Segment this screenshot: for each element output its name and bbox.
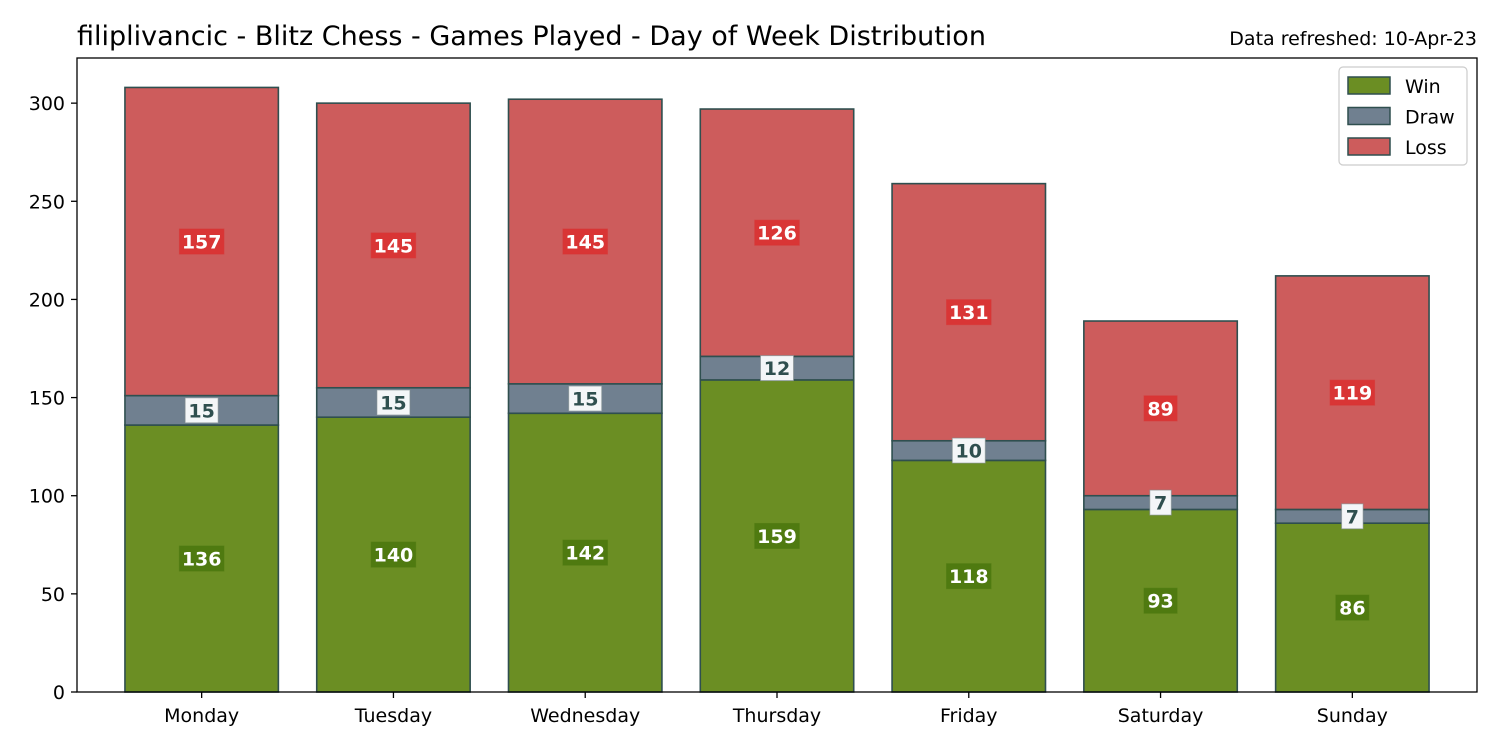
bar-label-win-saturday: 93	[1143, 587, 1178, 614]
bar-label-box	[1335, 594, 1370, 621]
y-tick-label: 150	[29, 388, 65, 410]
bar-label-box	[562, 228, 608, 255]
y-tick-label: 0	[53, 682, 65, 704]
y-tick-label: 200	[29, 289, 65, 311]
bar-label-draw-monday: 15	[184, 397, 219, 424]
bar-label-box	[754, 219, 800, 246]
bar-label-loss-thursday: 126	[754, 219, 800, 246]
bar-value-label: 126	[757, 223, 797, 245]
bar-label-loss-friday: 131	[946, 299, 992, 326]
legend-swatch	[1347, 137, 1391, 156]
y-tick-label: 300	[29, 93, 65, 115]
legend-swatch	[1347, 106, 1391, 126]
axes-layer: 0 50 100 150 200 250 300 Monday Tuesday Wednesday…	[29, 57, 1478, 727]
bar-label-loss-sunday: 119	[1329, 379, 1376, 406]
bar-label-box	[178, 545, 225, 572]
bar-label-box	[1143, 587, 1178, 614]
bar-label-box	[951, 437, 986, 464]
bar-value-label: 12	[764, 358, 790, 380]
bar-label-draw-wednesday: 15	[568, 385, 603, 412]
x-tick-label: Tuesday	[354, 705, 432, 727]
data-refreshed-text: Data refreshed: 10-Apr-23	[1229, 28, 1477, 50]
bar-label-draw-friday: 10	[951, 437, 986, 464]
bar-label-draw-thursday: 12	[760, 355, 794, 382]
bar-value-label: 131	[949, 302, 989, 324]
x-tick-label: Wednesday	[530, 705, 640, 727]
bar-label-win-monday: 136	[178, 545, 225, 572]
bar-value-label: 140	[374, 545, 414, 567]
bar-label-box	[1149, 489, 1172, 516]
x-tick-label: Saturday	[1118, 705, 1204, 727]
bar-label-win-tuesday: 140	[370, 541, 417, 568]
bar-labels-layer: 136 15 157 140 15 145 142 15 145 159 12 126 118 10 131…	[178, 219, 1376, 621]
x-tick-label: Monday	[164, 705, 239, 727]
bar-label-win-wednesday: 142	[562, 539, 608, 566]
bar-label-box	[760, 355, 794, 382]
bar-label-box	[754, 522, 800, 549]
bar-value-label: 142	[565, 543, 605, 565]
x-tick-label: Thursday	[732, 705, 821, 727]
bar-label-box	[946, 299, 992, 326]
legend-item-win: Win	[1347, 76, 1441, 98]
bar-label-box	[370, 232, 417, 259]
bar-label-win-friday: 118	[946, 563, 992, 590]
bar-value-label: 159	[757, 526, 797, 548]
bar-value-label: 89	[1147, 398, 1173, 420]
bar-label-box	[184, 397, 219, 424]
bar-value-label: 7	[1346, 506, 1359, 528]
bar-label-box	[1341, 503, 1364, 530]
bar-label-draw-sunday: 7	[1341, 503, 1364, 530]
bar-value-label: 15	[572, 389, 598, 411]
bar-label-draw-saturday: 7	[1149, 489, 1172, 516]
bar-value-label: 118	[949, 566, 989, 588]
bar-value-label: 119	[1333, 383, 1373, 405]
bar-label-box	[370, 541, 417, 568]
legend-swatch	[1347, 76, 1391, 95]
bar-value-label: 7	[1154, 493, 1167, 515]
bar-value-label: 15	[188, 400, 214, 422]
y-tick-label: 50	[41, 584, 65, 606]
bar-label-box	[562, 539, 608, 566]
bar-value-label: 93	[1147, 591, 1173, 613]
bar-value-label: 145	[374, 235, 414, 257]
legend-item-loss: Loss	[1347, 137, 1447, 159]
bar-label-box	[376, 389, 411, 416]
bar-label-draw-tuesday: 15	[376, 389, 411, 416]
legend-label: Draw	[1405, 107, 1455, 129]
bar-value-label: 157	[182, 232, 222, 254]
legend: Win Draw Loss	[1338, 66, 1468, 166]
chart-title: filiplivancic - Blitz Chess - Games Play…	[77, 21, 986, 52]
legend-label: Win	[1405, 76, 1441, 98]
bar-value-label: 15	[380, 392, 406, 414]
bar-label-loss-wednesday: 145	[562, 228, 608, 255]
x-tick-label: Sunday	[1317, 705, 1388, 727]
bar-label-box	[946, 563, 992, 590]
bar-value-label: 145	[565, 232, 605, 254]
bar-label-loss-saturday: 89	[1143, 395, 1178, 422]
bar-value-label: 136	[182, 549, 222, 571]
legend-item-draw: Draw	[1347, 106, 1455, 129]
bar-label-loss-tuesday: 145	[370, 232, 417, 259]
bar-label-box	[1143, 395, 1178, 422]
bar-label-box	[178, 228, 225, 255]
bar-value-label: 10	[956, 441, 982, 463]
bar-label-loss-monday: 157	[178, 228, 225, 255]
y-tick-label: 250	[29, 191, 65, 213]
y-tick-label: 100	[29, 486, 65, 508]
bars-layer	[124, 86, 1430, 693]
x-tick-label: Friday	[940, 705, 998, 727]
bar-label-win-sunday: 86	[1335, 594, 1370, 621]
legend-label: Loss	[1405, 137, 1447, 159]
bar-label-win-thursday: 159	[754, 522, 800, 549]
bar-label-box	[1329, 379, 1376, 406]
bar-value-label: 86	[1339, 598, 1365, 620]
bar-label-box	[568, 385, 603, 412]
